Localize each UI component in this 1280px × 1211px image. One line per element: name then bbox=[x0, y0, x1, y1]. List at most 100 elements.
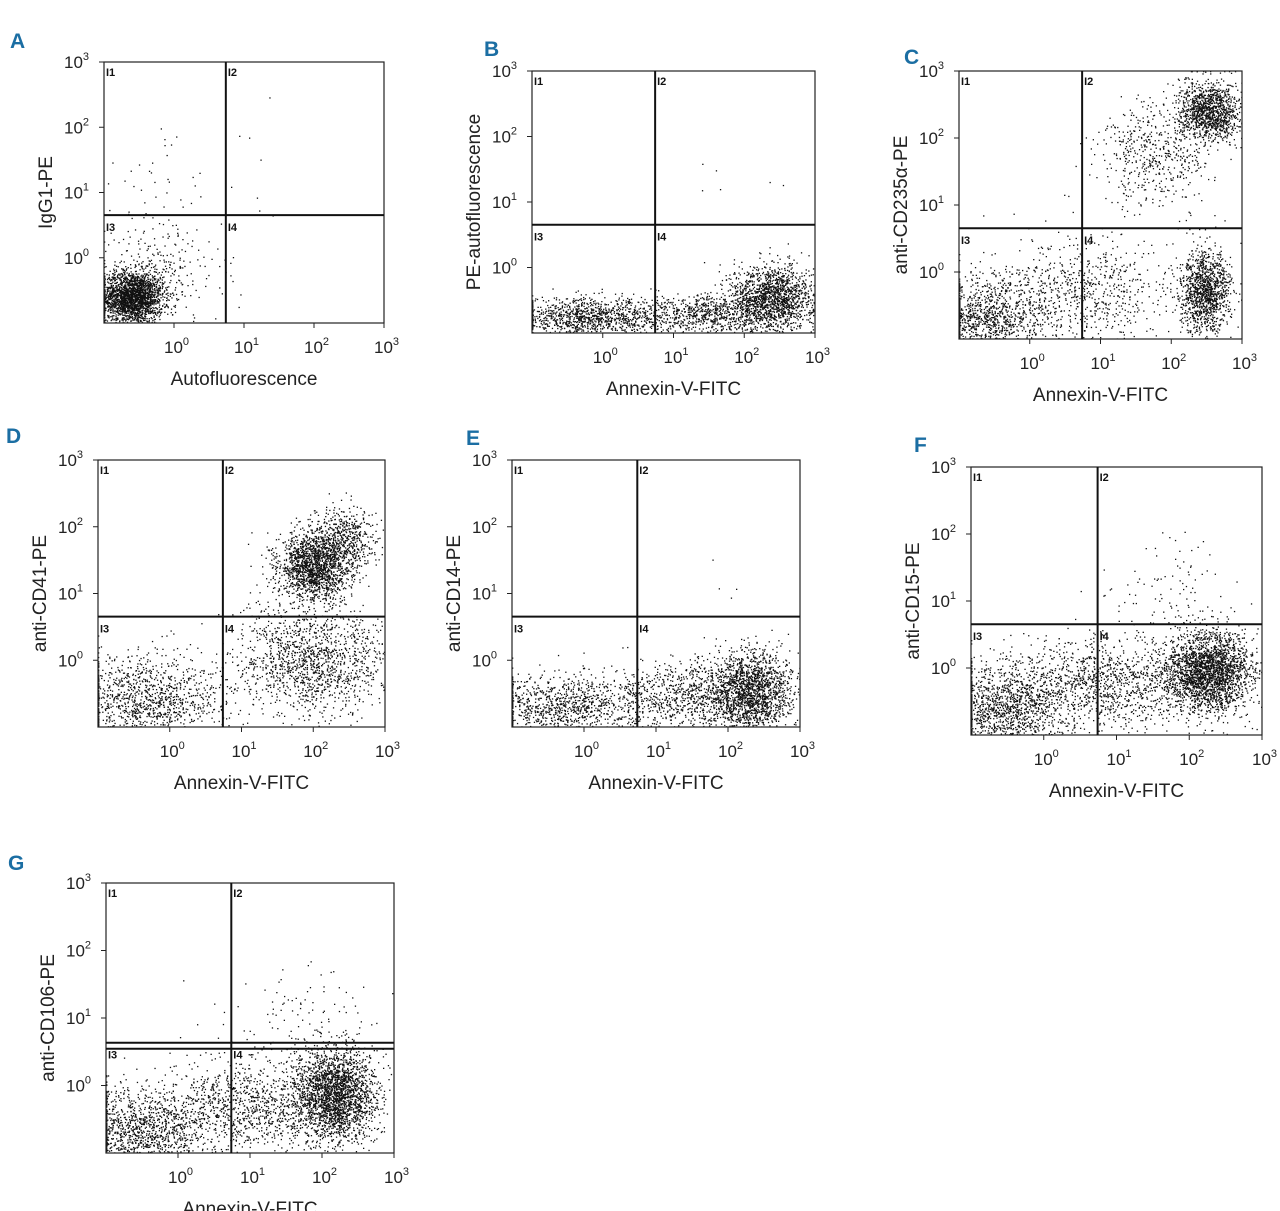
event-dot bbox=[111, 279, 113, 281]
event-dot bbox=[125, 276, 127, 278]
event-dot bbox=[775, 277, 778, 280]
event-dot bbox=[703, 262, 706, 264]
event-dot bbox=[760, 296, 762, 298]
event-dot bbox=[742, 298, 744, 300]
event-dot bbox=[589, 318, 591, 321]
event-dot bbox=[554, 306, 556, 308]
event-dot bbox=[632, 318, 634, 321]
event-dot bbox=[731, 282, 734, 284]
event-dot bbox=[616, 312, 618, 315]
event-dot bbox=[643, 302, 645, 304]
event-dot bbox=[616, 303, 618, 305]
event-dot bbox=[126, 295, 128, 297]
event-dot bbox=[160, 312, 162, 315]
event-dot bbox=[127, 290, 129, 292]
event-dot bbox=[140, 302, 142, 304]
event-dot bbox=[121, 305, 123, 307]
event-dot bbox=[617, 306, 620, 308]
event-dot bbox=[764, 291, 766, 293]
event-dot bbox=[152, 280, 154, 282]
event-dot bbox=[582, 315, 585, 317]
event-dot bbox=[789, 283, 791, 285]
event-dot bbox=[591, 331, 593, 333]
event-dot bbox=[565, 304, 567, 306]
event-dot bbox=[133, 288, 135, 290]
event-dot bbox=[548, 312, 550, 315]
event-dot bbox=[140, 275, 142, 277]
event-dot bbox=[106, 301, 109, 303]
event-dot bbox=[796, 272, 798, 274]
event-dot bbox=[130, 293, 132, 295]
event-dot bbox=[754, 297, 757, 299]
event-dot bbox=[139, 307, 141, 310]
event-dot bbox=[578, 310, 580, 312]
event-dot bbox=[582, 310, 585, 312]
event-dot bbox=[765, 294, 767, 297]
event-dot bbox=[804, 283, 806, 285]
event-dot bbox=[554, 319, 556, 321]
event-dot bbox=[131, 277, 133, 279]
event-dot bbox=[796, 287, 798, 290]
event-dot bbox=[159, 300, 161, 302]
event-dot bbox=[751, 296, 753, 298]
event-dot bbox=[125, 284, 127, 286]
event-dot bbox=[125, 288, 128, 290]
event-dot bbox=[124, 280, 126, 283]
event-dot bbox=[147, 286, 149, 288]
event-dot bbox=[766, 274, 768, 276]
event-dot bbox=[756, 316, 758, 318]
event-dot bbox=[127, 319, 130, 321]
event-dot bbox=[532, 310, 534, 313]
event-dot bbox=[143, 293, 145, 295]
event-dot bbox=[744, 329, 746, 331]
event-dot bbox=[607, 322, 610, 325]
event-dot bbox=[117, 285, 119, 287]
event-dot bbox=[150, 296, 153, 298]
event-dot bbox=[596, 316, 598, 318]
event-dot bbox=[656, 309, 658, 312]
event-dot bbox=[765, 310, 767, 312]
event-dot bbox=[796, 295, 799, 297]
event-dot bbox=[773, 279, 775, 281]
event-dot bbox=[144, 313, 146, 315]
event-dot bbox=[163, 206, 165, 208]
event-dot bbox=[140, 295, 142, 297]
event-dot bbox=[146, 300, 148, 302]
event-dot bbox=[162, 283, 164, 285]
event-dot bbox=[770, 315, 772, 317]
event-dot bbox=[784, 294, 787, 296]
event-dot bbox=[742, 289, 744, 291]
event-dot bbox=[631, 302, 633, 304]
event-dot bbox=[586, 310, 588, 313]
event-dot bbox=[759, 294, 761, 296]
event-dot bbox=[595, 310, 597, 313]
event-dot bbox=[615, 323, 617, 325]
event-dot bbox=[759, 314, 761, 316]
event-dot bbox=[154, 300, 157, 302]
event-dot bbox=[742, 306, 744, 308]
event-dot bbox=[540, 322, 542, 325]
event-dot bbox=[576, 321, 578, 324]
event-dot bbox=[794, 289, 796, 292]
event-dot bbox=[634, 313, 636, 316]
event-dot bbox=[813, 303, 815, 305]
event-dot bbox=[131, 280, 133, 282]
event-dot bbox=[783, 310, 785, 312]
event-dot bbox=[159, 260, 161, 262]
event-dot bbox=[595, 318, 597, 320]
event-dot bbox=[126, 301, 128, 303]
event-dot bbox=[766, 299, 768, 301]
event-dot bbox=[729, 283, 731, 285]
event-dot bbox=[612, 326, 615, 328]
event-dot bbox=[781, 268, 783, 270]
event-dot bbox=[104, 307, 106, 310]
event-dot bbox=[122, 308, 124, 311]
event-dot bbox=[617, 318, 619, 320]
event-dot bbox=[628, 311, 630, 313]
event-dot bbox=[137, 276, 139, 278]
event-dot bbox=[593, 292, 595, 294]
event-dot bbox=[588, 316, 590, 319]
event-dot bbox=[117, 301, 119, 303]
event-dot bbox=[154, 281, 157, 284]
event-dot bbox=[133, 292, 136, 294]
